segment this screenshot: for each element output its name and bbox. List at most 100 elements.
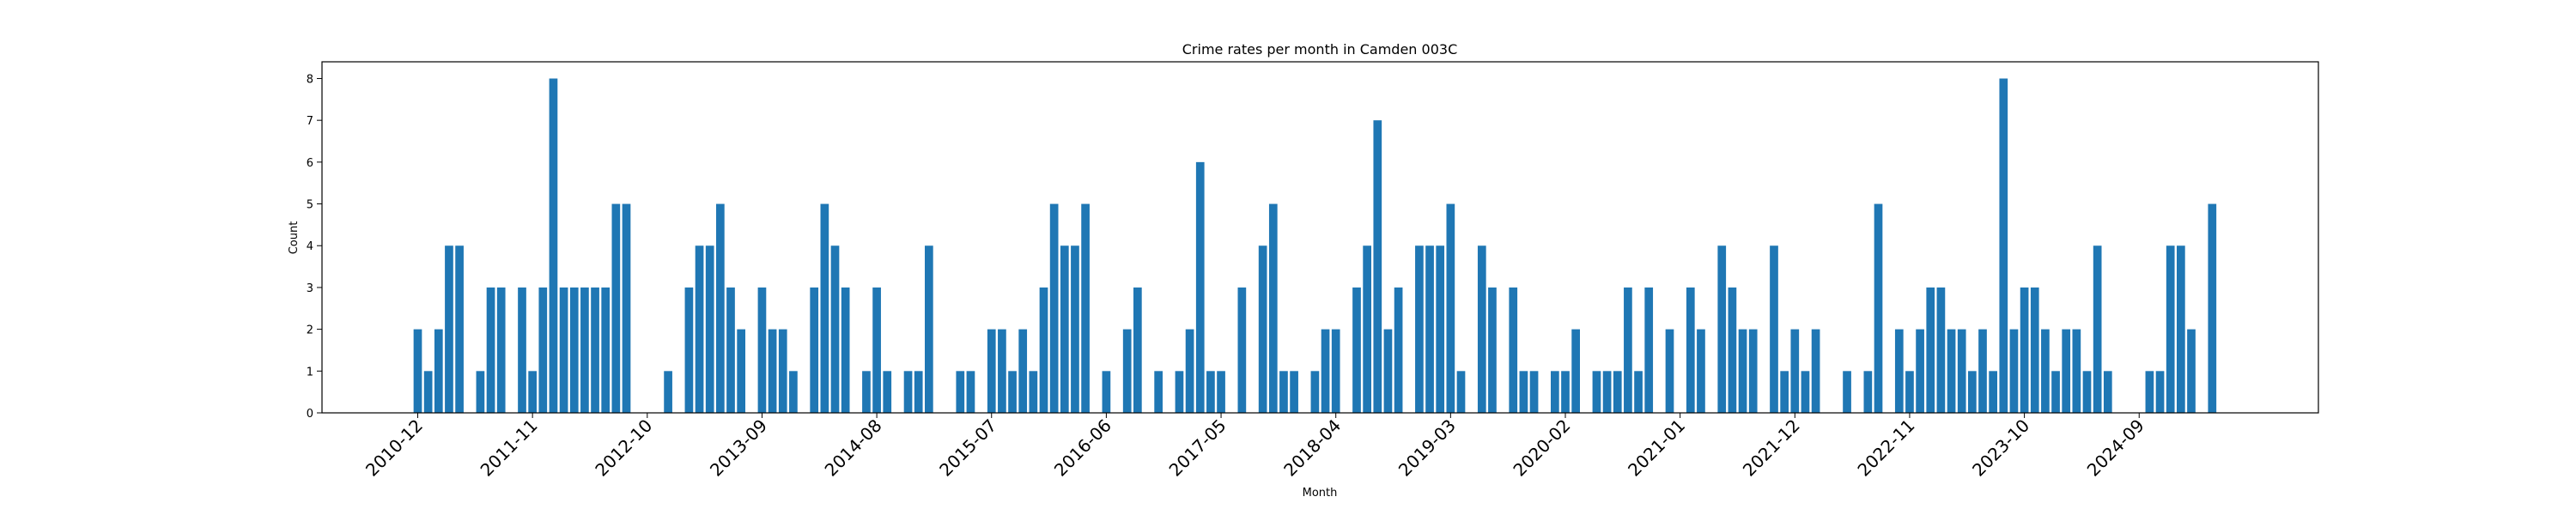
chart-title: Crime rates per month in Camden 003C [1182, 41, 1457, 58]
bar [569, 287, 579, 413]
bar [476, 371, 485, 413]
bar [1748, 329, 1758, 413]
bar [1446, 203, 1455, 413]
bar [716, 203, 725, 413]
bar [830, 245, 840, 413]
bar [1217, 371, 1225, 413]
plot-frame [321, 61, 2319, 414]
bar [820, 203, 829, 413]
bar [1602, 371, 1612, 413]
bar [956, 371, 965, 413]
bar [966, 371, 975, 413]
y-tick-label: 6 [307, 157, 313, 170]
bars-group [413, 78, 2217, 414]
bar [695, 245, 704, 413]
y-tick-label: 3 [307, 282, 313, 295]
bar [1968, 371, 1977, 413]
bar [1592, 371, 1601, 413]
bar [1905, 371, 1914, 413]
y-tick-label: 2 [307, 324, 313, 337]
x-tick-label: 2017-05 [1165, 415, 1230, 481]
bar [1801, 371, 1810, 413]
bar [1811, 329, 1820, 413]
bar [1279, 371, 1288, 413]
bar [591, 287, 599, 413]
bar [1060, 245, 1069, 413]
bar [1551, 371, 1559, 413]
bar [872, 287, 881, 413]
bar [1237, 287, 1247, 413]
bar [1697, 329, 1705, 413]
bar [1561, 371, 1570, 413]
bar [925, 245, 933, 413]
bar [2082, 371, 2092, 413]
bar [559, 287, 568, 413]
x-tick-label: 2015-07 [935, 415, 1000, 481]
bar [684, 287, 694, 413]
bar [1175, 371, 1184, 413]
bar [1331, 329, 1340, 413]
x-tick-label: 2012-10 [591, 415, 656, 481]
bar [862, 371, 871, 413]
y-tick-label: 7 [307, 115, 313, 128]
bar [1770, 245, 1778, 413]
bar [486, 287, 495, 413]
y-axis-label: Count [288, 221, 301, 255]
x-tick-label: 2014-08 [821, 415, 886, 481]
bar [1154, 371, 1163, 413]
bar [1102, 371, 1111, 413]
bar [1780, 371, 1789, 413]
bar [1519, 371, 1528, 413]
y-tick-label: 0 [307, 408, 313, 421]
bar [2072, 329, 2081, 413]
bar [1613, 371, 1622, 413]
bar [1571, 329, 1580, 413]
bar [987, 329, 996, 413]
bar [1321, 329, 1330, 413]
bar [1665, 329, 1674, 413]
bar [883, 371, 892, 413]
bar [496, 287, 506, 413]
bar [1363, 245, 1371, 413]
bar [2187, 329, 2196, 413]
bar [726, 287, 735, 413]
y-tick-label: 5 [307, 199, 313, 212]
bar [1456, 371, 1466, 413]
bar [1989, 371, 1997, 413]
bar [1999, 78, 2008, 413]
bar [705, 245, 714, 413]
bar [455, 245, 464, 413]
bar [841, 287, 850, 413]
bar [2155, 371, 2165, 413]
x-tick-label: 2021-12 [1739, 415, 1804, 481]
bar [998, 329, 1006, 413]
bar [1029, 371, 1038, 413]
bar [1352, 287, 1361, 413]
bar [757, 287, 767, 413]
bar [2166, 245, 2175, 413]
x-tick-label: 2010-12 [361, 415, 427, 481]
bar [1863, 371, 1873, 413]
bar [445, 245, 453, 413]
x-axis-label: Month [1303, 487, 1338, 500]
bar [1071, 245, 1079, 413]
x-tick-label: 2024-09 [2083, 415, 2148, 481]
bar [1686, 287, 1695, 413]
bar [518, 287, 526, 413]
bar [601, 287, 611, 413]
bar [1425, 245, 1434, 413]
bar [1957, 329, 1966, 413]
bar [1644, 287, 1654, 413]
bar [1081, 203, 1090, 413]
bar [2030, 287, 2039, 413]
y-tick-label: 1 [307, 366, 313, 379]
bar [1916, 329, 1924, 413]
bar [2103, 371, 2112, 413]
bar [1488, 287, 1497, 413]
bar [1373, 120, 1382, 414]
bar [1383, 329, 1393, 413]
bar [1206, 371, 1215, 413]
bar [434, 329, 443, 413]
bar [1947, 329, 1956, 413]
